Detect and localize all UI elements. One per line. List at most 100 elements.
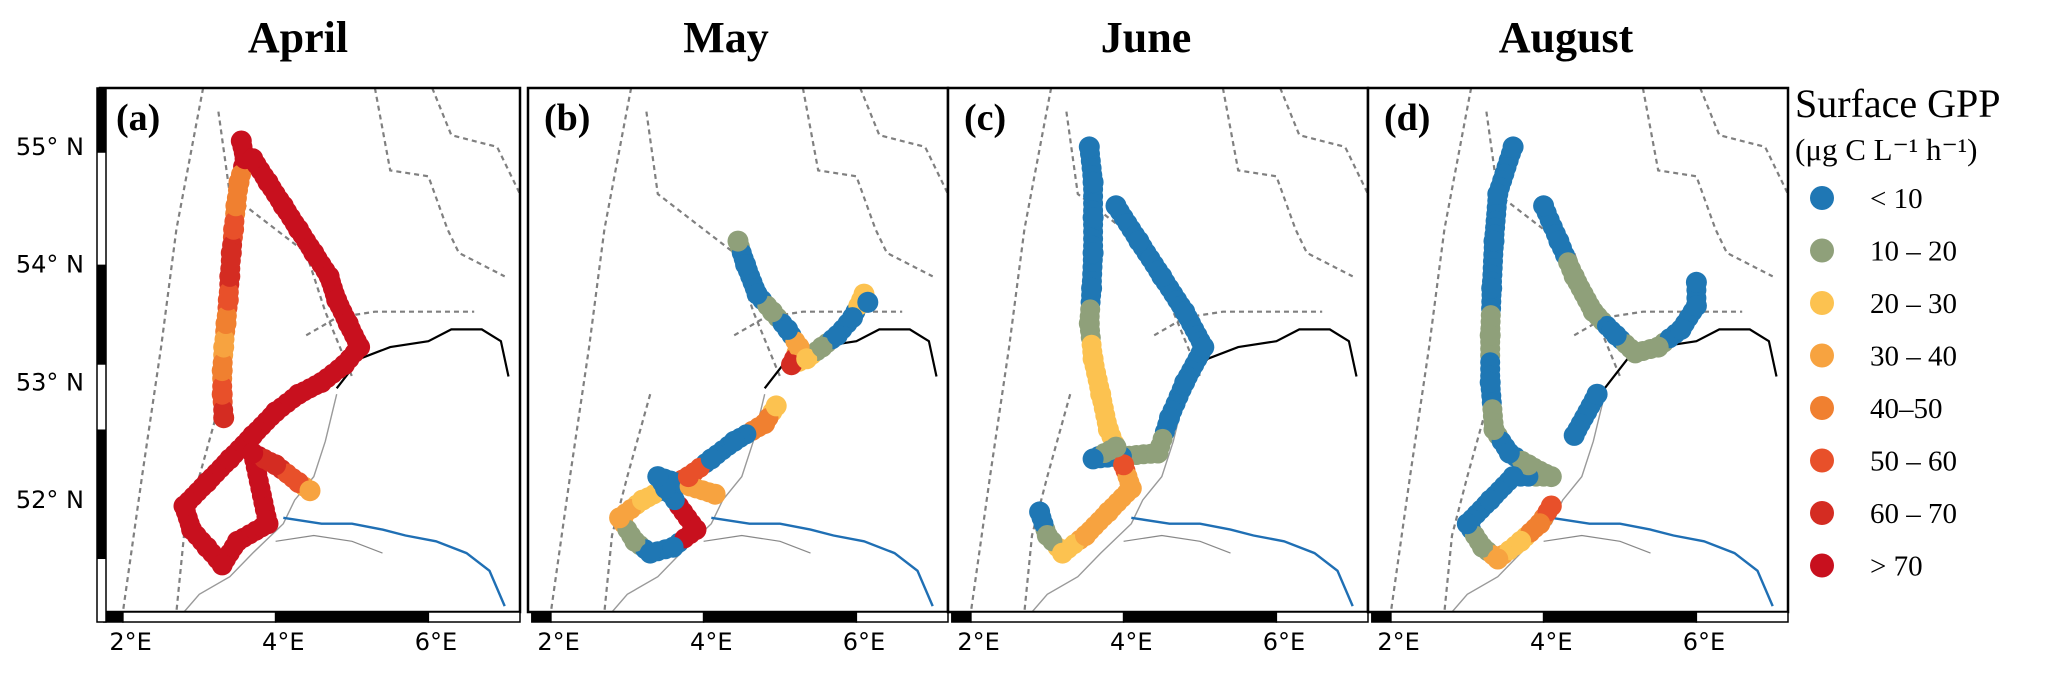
track-point — [1517, 454, 1539, 476]
lon-tick-label: 4°E — [1110, 628, 1152, 656]
river-line — [283, 516, 506, 607]
estuary-line — [1543, 534, 1651, 554]
track-point — [1510, 530, 1532, 552]
eez-border-line — [1023, 393, 1072, 612]
track-point — [265, 401, 287, 423]
track-point — [242, 148, 264, 170]
panel-label: (a) — [116, 97, 160, 139]
eez-border-line — [121, 88, 205, 612]
track-point — [1563, 424, 1585, 446]
lon-tick-label: 6°E — [415, 628, 457, 656]
map-content — [549, 88, 948, 612]
eez-border-line — [1443, 393, 1492, 612]
eez-border-line — [175, 393, 224, 612]
scale-bar-segment — [274, 611, 430, 623]
panel-title: May — [683, 13, 769, 62]
track-point — [754, 413, 776, 435]
lat-axis-segment — [97, 429, 106, 560]
track-point — [333, 354, 355, 376]
scale-bar-segment — [122, 611, 277, 623]
estuary-line — [1123, 534, 1231, 554]
track-point — [1075, 525, 1096, 546]
scale-bar-segment — [855, 611, 949, 623]
track-point — [1487, 183, 1509, 205]
eez-border-line — [431, 88, 520, 195]
track-point — [1193, 336, 1215, 358]
coastline — [335, 328, 510, 389]
lat-axis-segment — [97, 88, 106, 153]
legend-swatch — [1810, 553, 1834, 578]
scale-bar — [1371, 611, 1789, 623]
scale-bar-segment — [702, 611, 858, 623]
scale-bar-segment — [1695, 611, 1789, 623]
lon-tick-label: 2°E — [537, 628, 579, 656]
track-point — [1078, 136, 1100, 158]
legend-swatch — [1810, 238, 1834, 263]
map-panel-august: (d) August 2°E 4°E 6°E — [1366, 13, 1790, 656]
track-point — [632, 489, 653, 511]
legend-item: 40–50 — [1810, 393, 1943, 425]
track-point — [1147, 442, 1169, 464]
scale-bar-segment — [951, 611, 972, 623]
scale-bar-segment — [1542, 611, 1698, 623]
track-point — [1540, 495, 1562, 517]
panel-title: June — [1101, 13, 1191, 62]
legend-swatch — [1810, 501, 1834, 525]
estuary-line — [275, 534, 383, 554]
track-point — [1029, 501, 1051, 523]
track-point — [1120, 477, 1142, 499]
track-point — [213, 407, 235, 429]
track-point — [1097, 419, 1119, 440]
track-point — [1481, 277, 1503, 299]
map-background — [528, 88, 948, 612]
track-point — [265, 454, 287, 476]
scale-bar-segment — [970, 611, 1125, 623]
track-point — [662, 536, 684, 558]
legend-label: > 70 — [1870, 551, 1923, 583]
track-point — [1586, 383, 1608, 405]
track-point — [1540, 466, 1562, 488]
eez-border-line — [549, 88, 633, 612]
legend-label: 10 – 20 — [1870, 236, 1957, 268]
track-point — [242, 442, 264, 464]
track-point — [1624, 342, 1646, 364]
legend-item: 30 – 40 — [1810, 341, 1957, 373]
river-line — [1131, 516, 1354, 607]
track-point — [242, 424, 264, 446]
lon-tick-label: 2°E — [957, 628, 999, 656]
eez-border-line — [1153, 310, 1323, 337]
eez-border-line — [1389, 88, 1473, 612]
legend-label: 40–50 — [1870, 393, 1943, 425]
panels-layer: (a) April 2°E 4°E 6°E (b) May 2°E 4°E 6°E (c) June 2… — [16, 13, 1790, 656]
track-point — [220, 242, 242, 264]
scale-bar — [531, 611, 949, 623]
track-point — [1548, 230, 1570, 252]
track-point — [624, 530, 646, 552]
eez-border-line — [859, 88, 948, 195]
track-point — [1670, 318, 1692, 340]
map-content — [1389, 88, 1788, 612]
legend-item: 20 – 30 — [1810, 288, 1957, 320]
track-point — [765, 395, 787, 417]
track-point — [777, 318, 799, 340]
track-point — [257, 513, 279, 535]
panel-title: April — [248, 13, 348, 62]
track-point — [326, 289, 348, 311]
track-point — [647, 466, 669, 488]
track-point — [225, 195, 247, 217]
track-point — [213, 336, 235, 358]
track-point — [677, 466, 699, 488]
lon-tick-label: 6°E — [843, 628, 885, 656]
legend-item: 50 – 60 — [1810, 446, 1957, 478]
scale-bar-segment — [531, 611, 552, 623]
track-point — [1151, 265, 1173, 287]
track-point — [1105, 195, 1127, 217]
track-point — [211, 360, 233, 382]
coastline-south — [611, 394, 766, 612]
track-point — [1081, 277, 1103, 299]
lon-tick-label: 2°E — [1377, 628, 1419, 656]
coastline-south — [183, 394, 338, 612]
track-point — [1113, 454, 1135, 476]
track-point — [257, 171, 279, 193]
